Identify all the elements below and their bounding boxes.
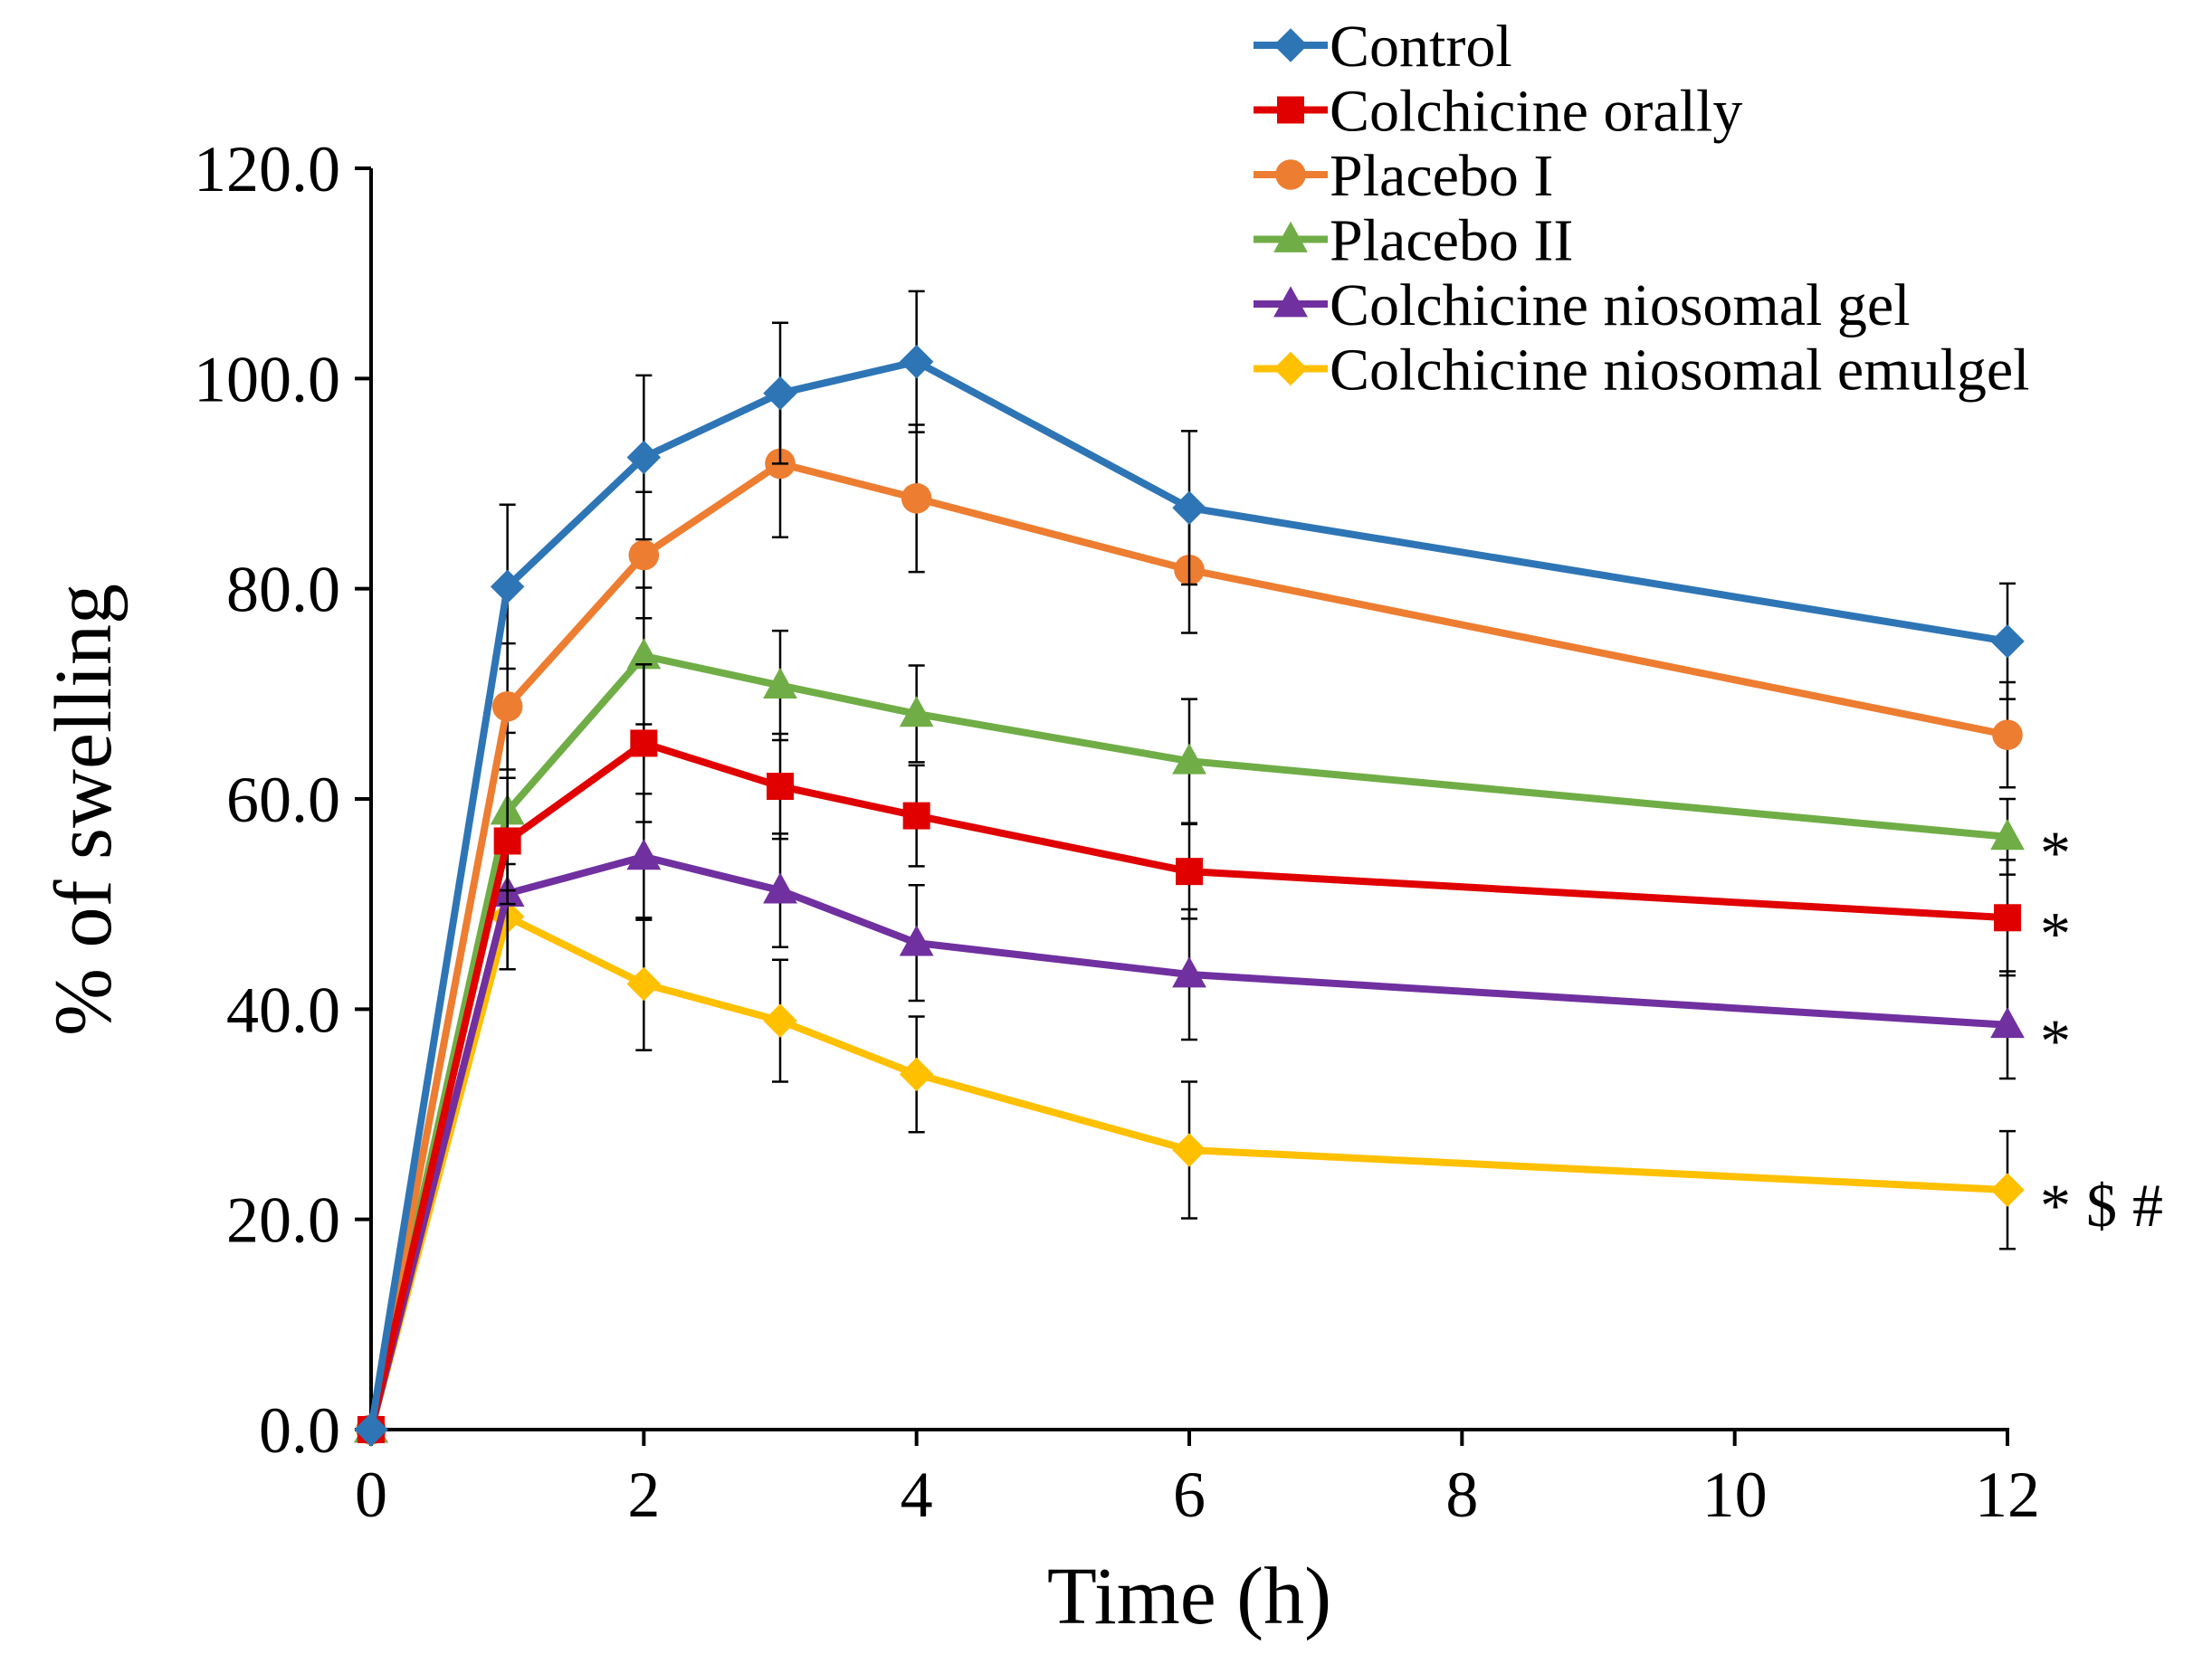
data-point: [1172, 1133, 1206, 1167]
data-point: [1990, 1006, 2025, 1039]
legend-entry-5: Colchicine niosomal emulgel: [1254, 337, 2030, 404]
legend-marker: [1273, 221, 1308, 252]
x-tick-label: 6: [1173, 1459, 1206, 1531]
legend-entry-3: Placebo II: [1254, 208, 1573, 274]
legend-label: Placebo I: [1330, 143, 1553, 209]
significance-label: *: [2040, 818, 2071, 887]
data-point: [1990, 624, 2025, 659]
x-tick-label: 8: [1445, 1459, 1478, 1531]
data-point: [626, 966, 662, 1002]
data-point: [899, 1057, 934, 1092]
legend-label: Colchicine niosomal emulgel: [1330, 337, 2030, 404]
y-tick-label: 60.0: [226, 764, 340, 836]
significance-label: *: [2040, 898, 2071, 967]
data-point: [491, 690, 523, 722]
x-tick-label: 0: [355, 1459, 387, 1531]
significance-label: * $ #: [2040, 1171, 2163, 1240]
data-point: [354, 1412, 388, 1447]
data-point: [1176, 858, 1203, 886]
legend-label: Colchicine orally: [1330, 79, 1742, 145]
data-point: [763, 872, 797, 904]
x-tick-label: 10: [1702, 1459, 1768, 1531]
legend-marker: [1275, 159, 1306, 190]
x-tick-label: 2: [627, 1459, 660, 1531]
data-point: [899, 696, 934, 727]
data-point: [1990, 819, 2025, 851]
data-point: [626, 839, 662, 870]
series-layer: [354, 290, 2025, 1447]
legend-label: Colchicine niosomal gel: [1330, 272, 1911, 338]
data-point: [763, 667, 797, 699]
y-tick-label: 80.0: [226, 554, 340, 626]
legend-label: Placebo II: [1330, 208, 1573, 274]
legend-marker: [1273, 28, 1308, 62]
data-point: [763, 375, 797, 411]
y-tick-label: 120.0: [194, 133, 340, 205]
data-point: [1994, 904, 2021, 932]
data-point: [493, 827, 521, 855]
data-point: [901, 482, 932, 514]
series-0: [354, 290, 2025, 1447]
y-tick-label: 20.0: [226, 1184, 340, 1257]
data-point: [1990, 1173, 2025, 1207]
significance-annotations: * $ # * * *: [2040, 818, 2163, 1240]
y-tick-label: 0.0: [259, 1394, 340, 1467]
legend-entry-4: Colchicine niosomal gel: [1254, 272, 1911, 338]
x-axis-title: Time (h): [1047, 1552, 1331, 1641]
data-point: [767, 773, 794, 801]
data-point: [1172, 743, 1206, 775]
legend-marker: [1277, 96, 1304, 124]
data-point: [630, 729, 658, 757]
data-point: [626, 638, 662, 670]
data-point: [899, 344, 934, 379]
y-tick-label: 40.0: [226, 974, 340, 1046]
axes: 0.0 20.0 40.0 60.0 80.0 100.0 120.0 0 2 4 6 8 10 12: [194, 133, 2040, 1531]
legend-entry-0: Control: [1254, 14, 1512, 80]
legend-marker: [1273, 286, 1308, 318]
y-axis-title: % of swelling: [39, 584, 129, 1036]
y-tick-label: 100.0: [194, 343, 340, 415]
significance-label: *: [2040, 1006, 2071, 1075]
legend-entry-1: Colchicine orally: [1254, 79, 1742, 145]
data-point: [626, 440, 662, 475]
data-point: [1992, 719, 2023, 750]
legend-entry-2: Placebo I: [1254, 143, 1553, 209]
data-point: [490, 569, 525, 604]
data-point: [899, 925, 934, 956]
x-tick-label: 4: [901, 1459, 933, 1531]
legend-label: Control: [1330, 14, 1512, 80]
series-1: [358, 663, 2021, 1443]
data-point: [628, 539, 660, 571]
x-tick-label: 12: [1975, 1459, 2040, 1531]
data-point: [1172, 956, 1206, 988]
data-point: [1172, 490, 1206, 525]
data-point: [902, 802, 930, 830]
data-point: [763, 1003, 797, 1038]
legend-marker: [1273, 351, 1308, 386]
